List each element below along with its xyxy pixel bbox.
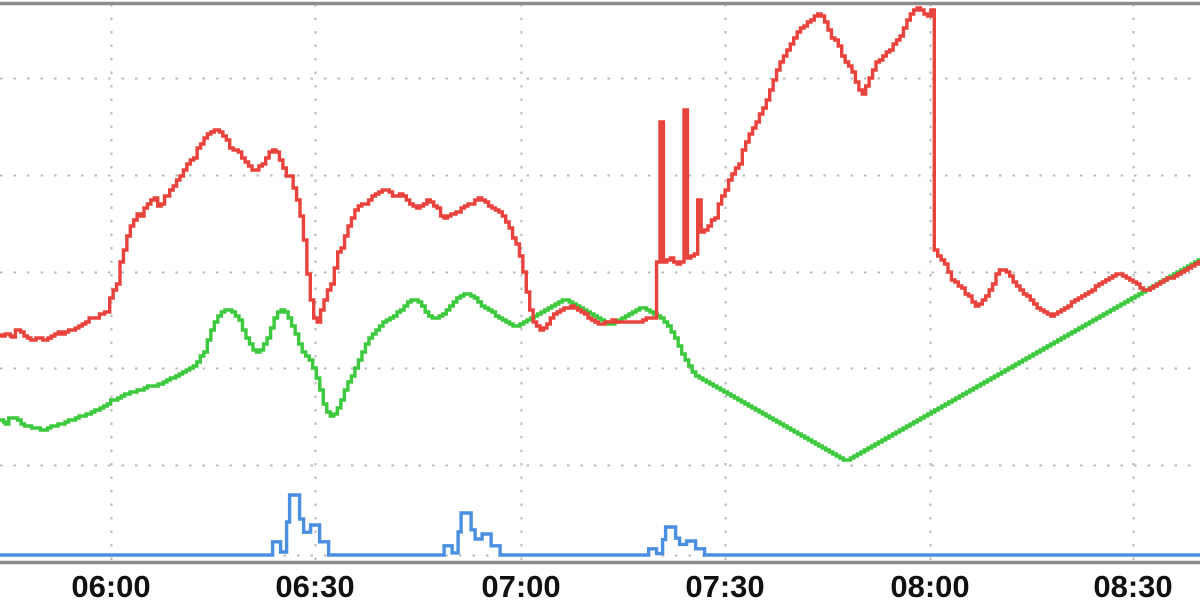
x-tick-label: 07:00 bbox=[481, 569, 560, 604]
x-tick-label: 08:30 bbox=[1093, 569, 1172, 604]
series-line-red bbox=[0, 6, 1200, 342]
x-tick-label: 08:00 bbox=[890, 569, 969, 604]
x-tick-label: 06:30 bbox=[275, 569, 354, 604]
x-tick-label: 07:30 bbox=[685, 569, 764, 604]
series-line-blue bbox=[0, 493, 1200, 557]
series-line-green bbox=[0, 258, 1200, 462]
x-axis-tick-labels: 06:00 06:30 07:00 07:30 08:00 08:30 bbox=[71, 569, 1172, 604]
x-tick-label: 06:00 bbox=[71, 569, 150, 604]
